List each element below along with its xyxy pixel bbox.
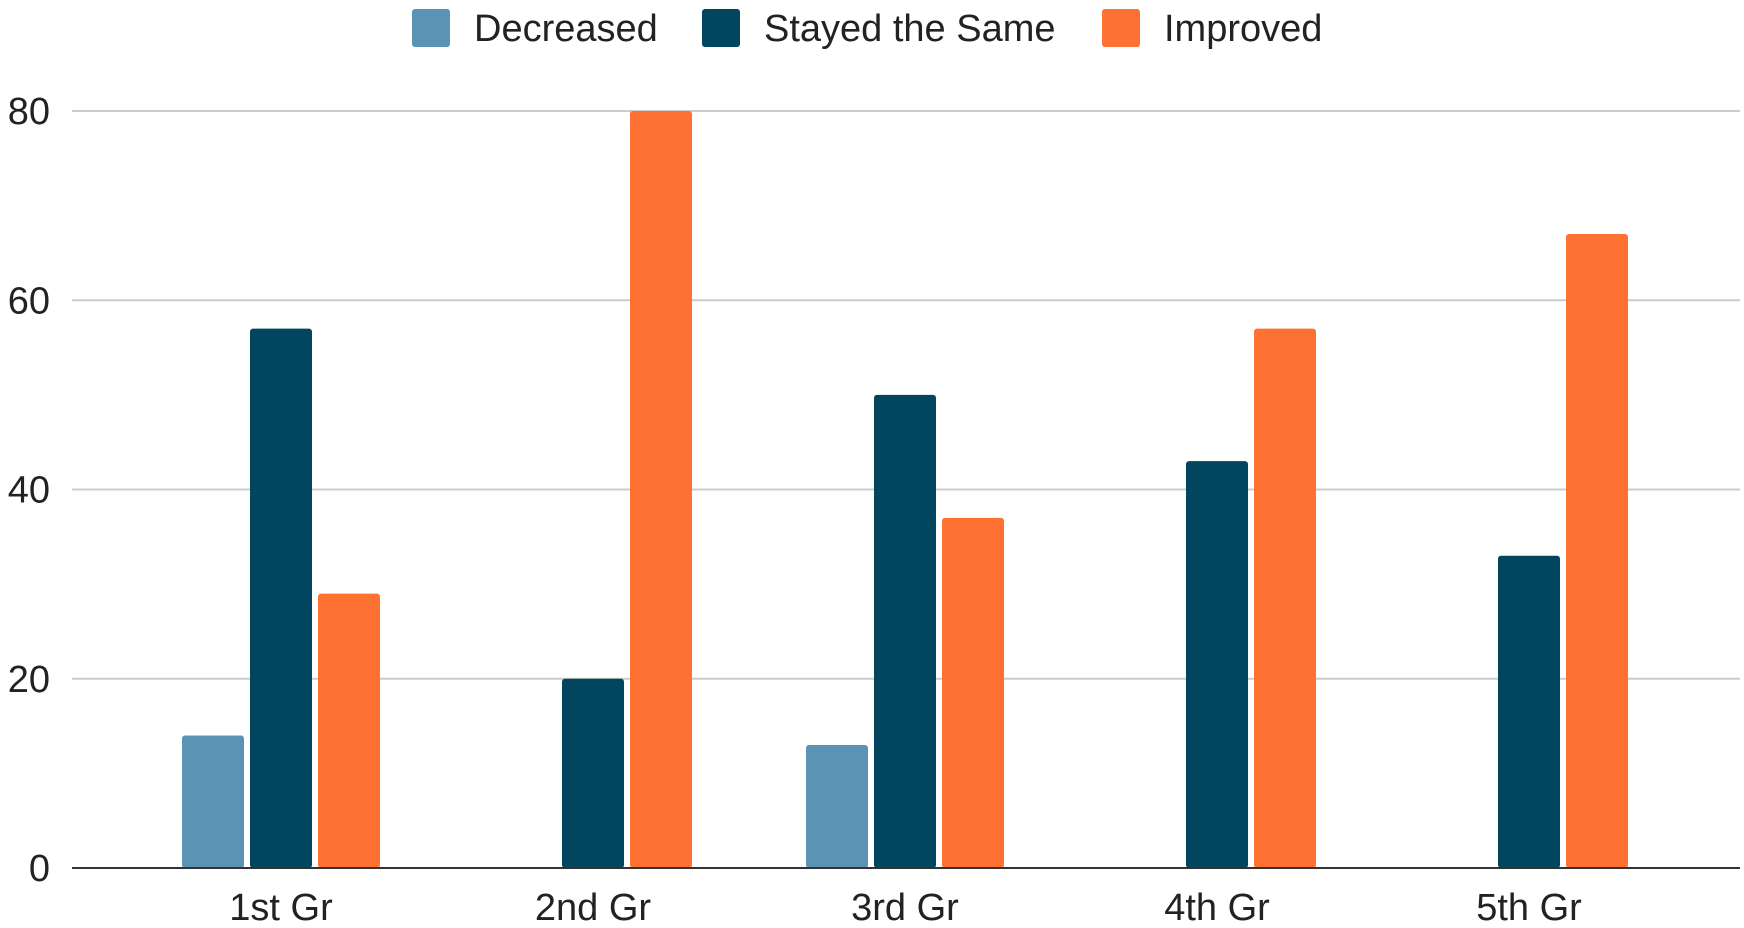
legend-swatch-stayed-the-same <box>702 9 740 47</box>
x-axis-tick-labels: 1st Gr 2nd Gr 3rd Gr 4th Gr 5th Gr <box>229 887 1582 928</box>
legend-label: Decreased <box>474 8 658 50</box>
y-tick-label: 80 <box>8 91 50 133</box>
bar-decreased-1st-gr <box>182 735 244 868</box>
y-tick-label: 40 <box>8 470 50 512</box>
bar-improved-1st-gr <box>318 593 380 868</box>
legend-swatch-decreased <box>412 9 450 47</box>
bar-improved-4th-gr <box>1254 328 1316 868</box>
legend-label: Stayed the Same <box>764 8 1056 50</box>
x-tick-label: 1st Gr <box>229 887 333 928</box>
bar-stayed-the-same-5th-gr <box>1498 555 1560 868</box>
x-tick-label: 4th Gr <box>1164 887 1270 928</box>
bar-improved-3rd-gr <box>942 517 1004 868</box>
y-tick-label: 60 <box>8 280 50 322</box>
y-tick-label: 0 <box>29 848 50 890</box>
bars <box>182 111 1628 868</box>
x-tick-label: 5th Gr <box>1476 887 1582 928</box>
bar-stayed-the-same-3rd-gr <box>874 394 936 868</box>
x-tick-label: 2nd Gr <box>535 887 652 928</box>
bar-stayed-the-same-4th-gr <box>1186 461 1248 868</box>
legend-swatch-improved <box>1102 9 1140 47</box>
bar-improved-5th-gr <box>1566 234 1628 868</box>
y-tick-label: 20 <box>8 659 50 701</box>
legend: Decreased Stayed the Same Improved <box>412 8 1322 50</box>
bar-decreased-3rd-gr <box>806 744 868 868</box>
bar-stayed-the-same-1st-gr <box>250 328 312 868</box>
bar-improved-2nd-gr <box>630 111 692 868</box>
x-tick-label: 3rd Gr <box>851 887 959 928</box>
legend-label: Improved <box>1164 8 1322 50</box>
y-axis-tick-labels: 0 20 40 60 80 <box>8 91 50 890</box>
bar-stayed-the-same-2nd-gr <box>562 678 624 868</box>
